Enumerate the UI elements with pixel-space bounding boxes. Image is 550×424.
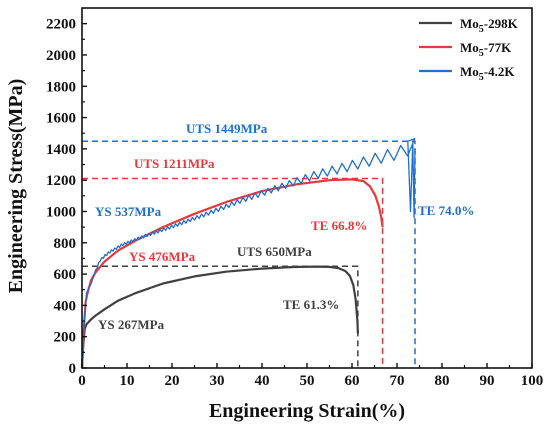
x-tick-label: 90	[480, 373, 495, 389]
legend-label: Mo5-298K	[460, 16, 519, 35]
x-tick-label: 40	[255, 373, 270, 389]
annotation-label: YS 476MPa	[129, 249, 196, 264]
x-tick-label: 70	[390, 373, 405, 389]
x-tick-label: 80	[435, 373, 450, 389]
axis-ticks: 0 10 20 30 40 50 60 70 80 90 100020040060080010001…	[46, 17, 543, 389]
series-lines	[80, 137, 416, 369]
x-tick-label: 60	[345, 373, 360, 389]
series-line	[80, 265, 359, 369]
plot-frame	[81, 7, 533, 369]
y-tick-label: 200	[54, 330, 77, 346]
y-tick-label: 1400	[46, 142, 76, 158]
y-tick-label: 2000	[46, 48, 76, 64]
reference-dashed-line	[82, 140, 416, 368]
y-tick-label: 400	[54, 298, 77, 314]
y-tick-label: 600	[54, 267, 77, 283]
y-tick-label: 1000	[46, 204, 76, 220]
annotation-label: TE 66.8%	[311, 218, 367, 233]
annotation-label: TE 61.3%	[283, 297, 339, 312]
x-tick-label: 20	[165, 373, 180, 389]
y-tick-label: 800	[54, 236, 77, 252]
x-axis-title: Engineering Strain(%)	[209, 400, 405, 422]
legend-label: Mo5-4.2K	[460, 64, 515, 83]
annotation-label: UTS 650MPa	[237, 244, 312, 259]
y-tick-label: 2200	[46, 17, 76, 33]
annotation-label: YS 267MPa	[98, 317, 165, 332]
annotation-label: UTS 1211MPa	[134, 156, 215, 171]
x-tick-label: 10	[120, 373, 135, 389]
reference-dashed-line	[82, 177, 384, 368]
legend-label: Mo5-77K	[460, 40, 512, 59]
x-tick-label: 50	[300, 373, 315, 389]
y-tick-label: 1200	[46, 173, 76, 189]
x-tick-label: 0	[78, 373, 86, 389]
y-tick-label: 1800	[46, 79, 76, 95]
annotation-label: YS 537MPa	[95, 204, 162, 219]
annotations: UTS 650MPa TE 61.3% YS 267MPa UTS 1211MPa TE…	[95, 121, 474, 332]
x-tick-label: 30	[210, 373, 225, 389]
reference-dashed-line	[82, 265, 359, 368]
x-tick-label: 100	[521, 373, 544, 389]
y-axis-title: Engineering Stress(MPa)	[5, 79, 27, 294]
reference-lines	[82, 140, 416, 368]
annotation-label: TE 74.0%	[418, 203, 474, 218]
series-line	[81, 137, 416, 369]
legend: Mo5-298K Mo5-77K Mo5-4.2K	[419, 16, 519, 83]
annotation-label: UTS 1449MPa	[186, 121, 268, 136]
y-tick-label: 0	[69, 361, 77, 377]
y-tick-label: 1600	[46, 111, 76, 127]
